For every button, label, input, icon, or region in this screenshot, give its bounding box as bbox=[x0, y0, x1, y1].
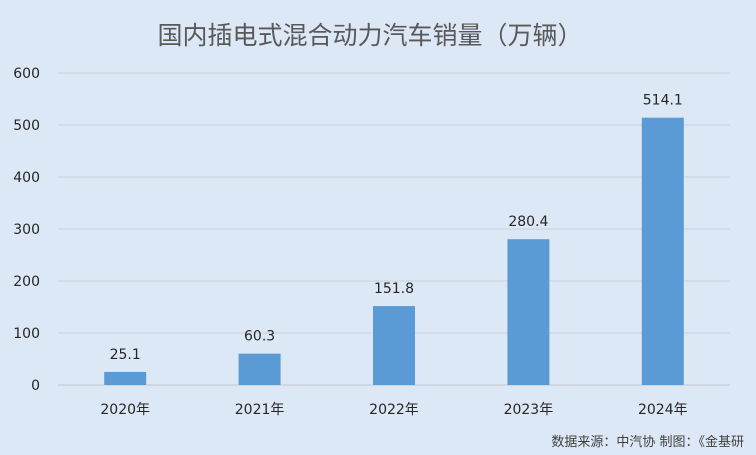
bar bbox=[641, 117, 684, 385]
x-axis: 2020年 2021年 2022年 2023年 2024年 bbox=[100, 402, 687, 418]
y-tick-label: 0 bbox=[31, 378, 40, 394]
x-tick-label: 2022年 bbox=[369, 402, 419, 418]
bar bbox=[104, 371, 147, 385]
data-label: 60.3 bbox=[244, 329, 275, 345]
x-tick-label: 2021年 bbox=[235, 402, 285, 418]
source-note: 数据来源：中汽协 制图：《金基研 bbox=[551, 434, 744, 450]
y-tick-label: 400 bbox=[13, 170, 40, 186]
bar bbox=[507, 239, 550, 385]
y-tick-label: 500 bbox=[13, 118, 40, 134]
x-tick-label: 2020年 bbox=[100, 402, 150, 418]
x-tick-label: 2024年 bbox=[638, 402, 688, 418]
y-tick-label: 300 bbox=[13, 222, 40, 238]
gridlines bbox=[58, 72, 730, 386]
data-labels: 25.1 60.3 151.8 280.4 514.1 bbox=[110, 93, 683, 363]
chart-title: 国内插电式混合动力汽车销量（万辆） bbox=[157, 21, 582, 50]
y-axis: 0 100 200 300 400 500 600 bbox=[13, 66, 40, 394]
y-tick-label: 600 bbox=[13, 66, 40, 82]
data-label: 514.1 bbox=[643, 93, 683, 109]
x-tick-label: 2023年 bbox=[504, 402, 554, 418]
data-label: 151.8 bbox=[374, 281, 414, 297]
bars bbox=[104, 117, 684, 385]
bar bbox=[373, 306, 415, 385]
data-label: 280.4 bbox=[508, 214, 548, 230]
y-tick-label: 200 bbox=[13, 274, 40, 290]
bar bbox=[238, 353, 281, 385]
y-tick-label: 100 bbox=[13, 326, 40, 342]
data-label: 25.1 bbox=[110, 347, 141, 363]
